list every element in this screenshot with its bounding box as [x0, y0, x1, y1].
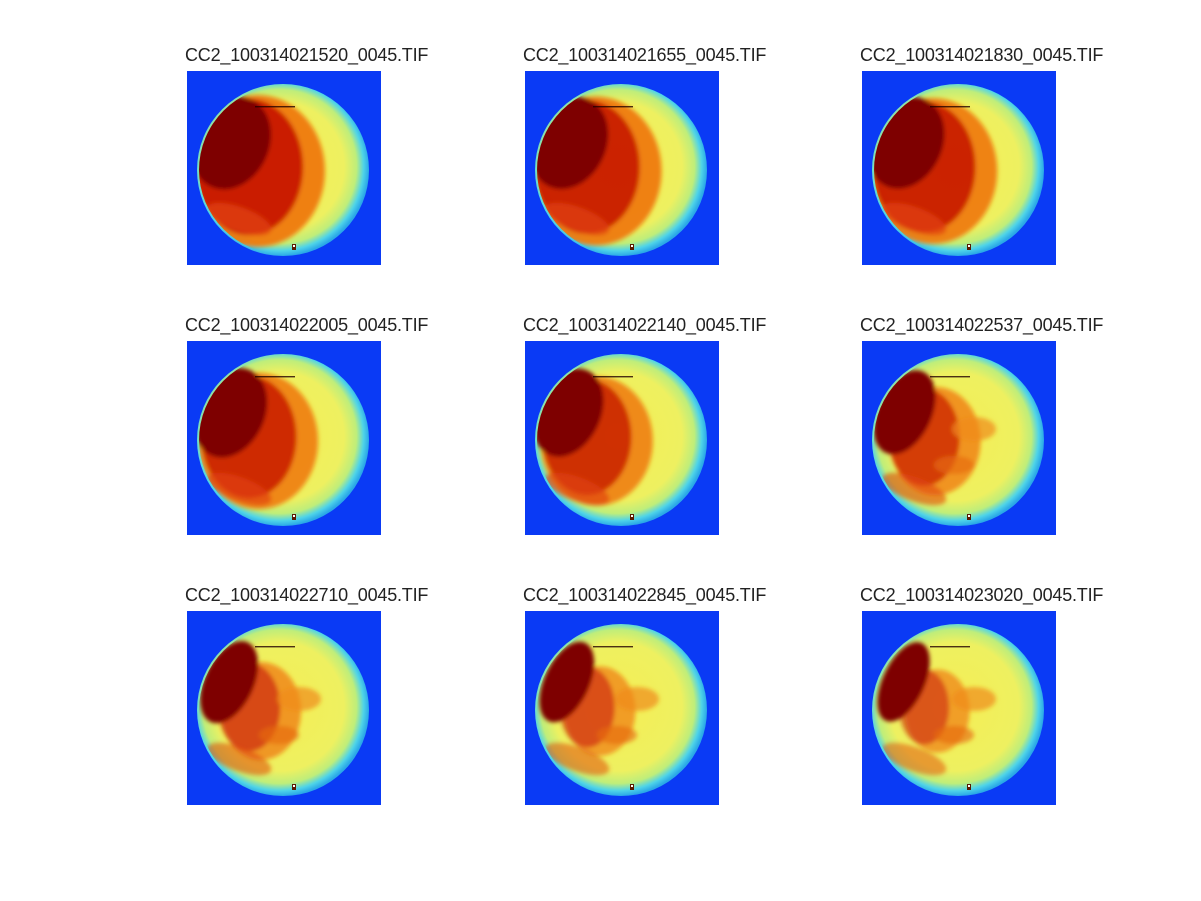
panel-title: CC2_100314022140_0045.TIF — [523, 315, 767, 335]
warm-patch — [952, 687, 996, 711]
thermal-disk-image — [525, 341, 719, 535]
artifact-marker-highlight — [293, 245, 295, 247]
scan-streak — [930, 106, 970, 108]
panel-title: CC2_100314022005_0045.TIF — [185, 315, 429, 335]
lower-speckle-band — [206, 742, 272, 776]
hottest-crescent — [877, 642, 930, 722]
hottest-crescent — [539, 641, 595, 723]
artifact-marker-highlight — [968, 785, 970, 787]
image-panel: CC2_100314022710_0045.TIF — [185, 585, 428, 805]
lower-speckle-band — [881, 202, 947, 236]
warm-patch — [597, 726, 637, 744]
thermal-disk-image — [187, 611, 381, 805]
panel-title: CC2_100314023020_0045.TIF — [860, 585, 1104, 605]
artifact-marker-highlight — [631, 785, 633, 787]
image-panel: CC2_100314021830_0045.TIF — [860, 45, 1103, 265]
lower-speckle-band — [544, 742, 610, 776]
image-panel: CC2_100314022005_0045.TIF — [185, 315, 428, 535]
thermal-disk-image — [862, 611, 1056, 805]
warm-patch — [952, 417, 996, 441]
image-panel: CC2_100314022845_0045.TIF — [523, 585, 766, 805]
thermal-disk-image — [187, 341, 381, 535]
image-panel: CC2_100314022140_0045.TIF — [523, 315, 766, 535]
panel-title: CC2_100314022537_0045.TIF — [860, 315, 1104, 335]
artifact-marker-highlight — [293, 515, 295, 517]
panel-title: CC2_100314021830_0045.TIF — [860, 45, 1104, 65]
panel-title: CC2_100314022710_0045.TIF — [185, 585, 429, 605]
warm-patch — [259, 726, 299, 744]
thermal-disk-image — [187, 71, 381, 265]
image-panel: CC2_100314022537_0045.TIF — [860, 315, 1103, 535]
warm-patch — [934, 456, 974, 474]
thermal-disk-image — [862, 71, 1056, 265]
artifact-marker-highlight — [631, 245, 633, 247]
scan-streak — [930, 646, 970, 648]
scan-streak — [593, 646, 633, 648]
thermal-disk-image — [862, 341, 1056, 535]
warm-patch — [615, 687, 659, 711]
lower-speckle-band — [544, 472, 610, 506]
warm-patch — [277, 687, 321, 711]
image-panel: CC2_100314021520_0045.TIF — [185, 45, 428, 265]
thermal-disk-image — [525, 71, 719, 265]
warm-patch — [934, 726, 974, 744]
lower-speckle-band — [881, 472, 947, 506]
lower-speckle-band — [206, 202, 272, 236]
panel-title: CC2_100314022845_0045.TIF — [523, 585, 767, 605]
artifact-marker-highlight — [968, 245, 970, 247]
artifact-marker-highlight — [968, 515, 970, 517]
lower-speckle-band — [544, 202, 610, 236]
image-panel: CC2_100314021655_0045.TIF — [523, 45, 766, 265]
thermal-disk-image — [525, 611, 719, 805]
panel-title: CC2_100314021655_0045.TIF — [523, 45, 767, 65]
scan-streak — [255, 106, 295, 108]
scan-streak — [593, 106, 633, 108]
artifact-marker-highlight — [293, 785, 295, 787]
lower-speckle-band — [881, 742, 947, 776]
panel-title: CC2_100314021520_0045.TIF — [185, 45, 429, 65]
hottest-crescent — [200, 641, 259, 724]
image-panel: CC2_100314023020_0045.TIF — [860, 585, 1103, 805]
scan-streak — [255, 646, 295, 648]
scan-streak — [255, 376, 295, 378]
artifact-marker-highlight — [631, 515, 633, 517]
scan-streak — [930, 376, 970, 378]
scan-streak — [593, 376, 633, 378]
lower-speckle-band — [206, 472, 272, 506]
